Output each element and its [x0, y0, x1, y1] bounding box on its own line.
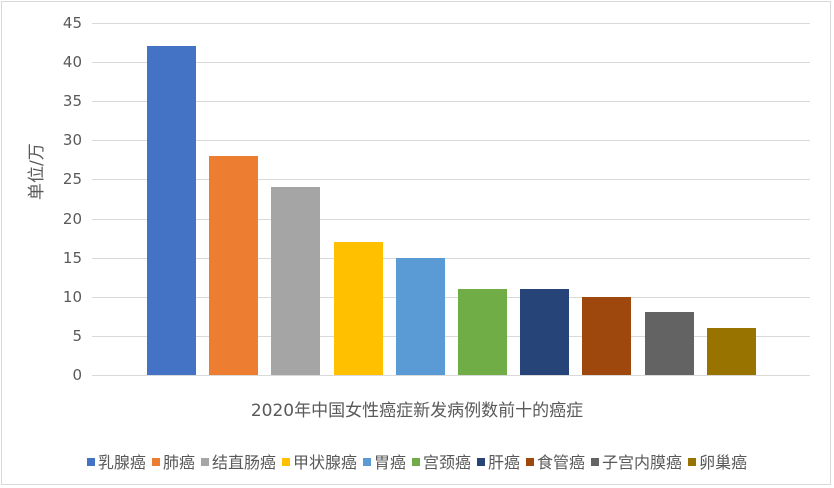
bar[interactable] — [271, 187, 321, 375]
y-tick-label: 0 — [72, 366, 82, 384]
legend-swatch-icon — [412, 457, 420, 466]
gridline — [92, 296, 810, 298]
legend-label: 肺癌 — [162, 453, 195, 472]
legend-swatch-icon — [86, 457, 95, 466]
gridline — [92, 62, 810, 64]
legend-item[interactable]: 宫颈癌 — [412, 449, 471, 473]
legend-swatch-icon — [200, 457, 209, 466]
legend-swatch-icon — [281, 457, 290, 466]
bar[interactable] — [458, 288, 507, 375]
legend-item[interactable]: 食管癌 — [526, 449, 585, 473]
legend-label: 胃癌 — [373, 453, 406, 472]
y-tick-label: 10 — [62, 287, 82, 306]
legend-item[interactable]: 胃癌 — [362, 449, 406, 473]
legend-label: 宫颈癌 — [423, 453, 472, 472]
gridline — [92, 140, 810, 142]
legend-label: 肝癌 — [488, 453, 521, 472]
gridline — [92, 257, 810, 259]
bar[interactable] — [147, 46, 196, 375]
y-tick-label: 45 — [62, 14, 82, 32]
y-tick-label: 35 — [62, 92, 82, 111]
legend-item[interactable]: 乳腺癌 — [86, 449, 146, 473]
legend-item[interactable]: 甲状腺癌 — [281, 449, 357, 473]
bar[interactable] — [209, 155, 259, 375]
legend-label: 结直肠癌 — [211, 453, 276, 472]
y-tick-label: 30 — [62, 131, 82, 150]
legend-label: 乳腺癌 — [97, 453, 146, 472]
legend-label: 甲状腺癌 — [292, 453, 357, 472]
y-tick-label: 25 — [62, 170, 82, 189]
legend-item[interactable]: 卵巢癌 — [688, 449, 747, 473]
legend-item[interactable]: 肝癌 — [477, 449, 520, 473]
bar[interactable] — [333, 242, 383, 375]
legend: 乳腺癌 肺癌 结直肠癌 甲状腺癌 胃癌 宫颈癌 肝癌 食管癌 子宫内膜癌 卵巢癌 — [0, 449, 834, 473]
legend-swatch-icon — [362, 457, 371, 466]
gridline — [92, 335, 810, 337]
bar[interactable] — [644, 312, 694, 375]
gridline — [92, 375, 810, 376]
bar[interactable] — [706, 328, 756, 375]
y-axis-label: 单位/万 — [27, 143, 47, 200]
bar[interactable] — [395, 257, 445, 375]
y-tick-label: 15 — [62, 248, 82, 267]
x-axis-label: 2020年中国女性癌症新发病例数前十的癌症 — [250, 401, 584, 421]
gridline — [92, 101, 810, 103]
legend-item[interactable]: 子宫内膜癌 — [591, 449, 682, 473]
legend-swatch-icon — [591, 457, 600, 466]
legend-swatch-icon — [688, 457, 697, 466]
legend-label: 卵巢癌 — [699, 453, 748, 472]
legend-swatch-icon — [477, 457, 486, 466]
legend-item[interactable]: 结直肠癌 — [200, 449, 276, 473]
legend-swatch-icon — [151, 457, 160, 466]
bar[interactable] — [582, 296, 632, 375]
y-tick-label: 5 — [72, 326, 82, 345]
legend-label: 食管癌 — [537, 453, 586, 472]
gridline — [92, 218, 810, 220]
legend-swatch-icon — [526, 457, 535, 466]
bar[interactable] — [520, 288, 570, 375]
legend-item[interactable]: 肺癌 — [151, 449, 195, 473]
y-tick-label: 20 — [62, 209, 82, 228]
y-tick-label: 40 — [62, 53, 82, 72]
gridline — [92, 23, 810, 24]
gridline — [92, 179, 810, 181]
legend-label: 子宫内膜癌 — [602, 453, 683, 472]
